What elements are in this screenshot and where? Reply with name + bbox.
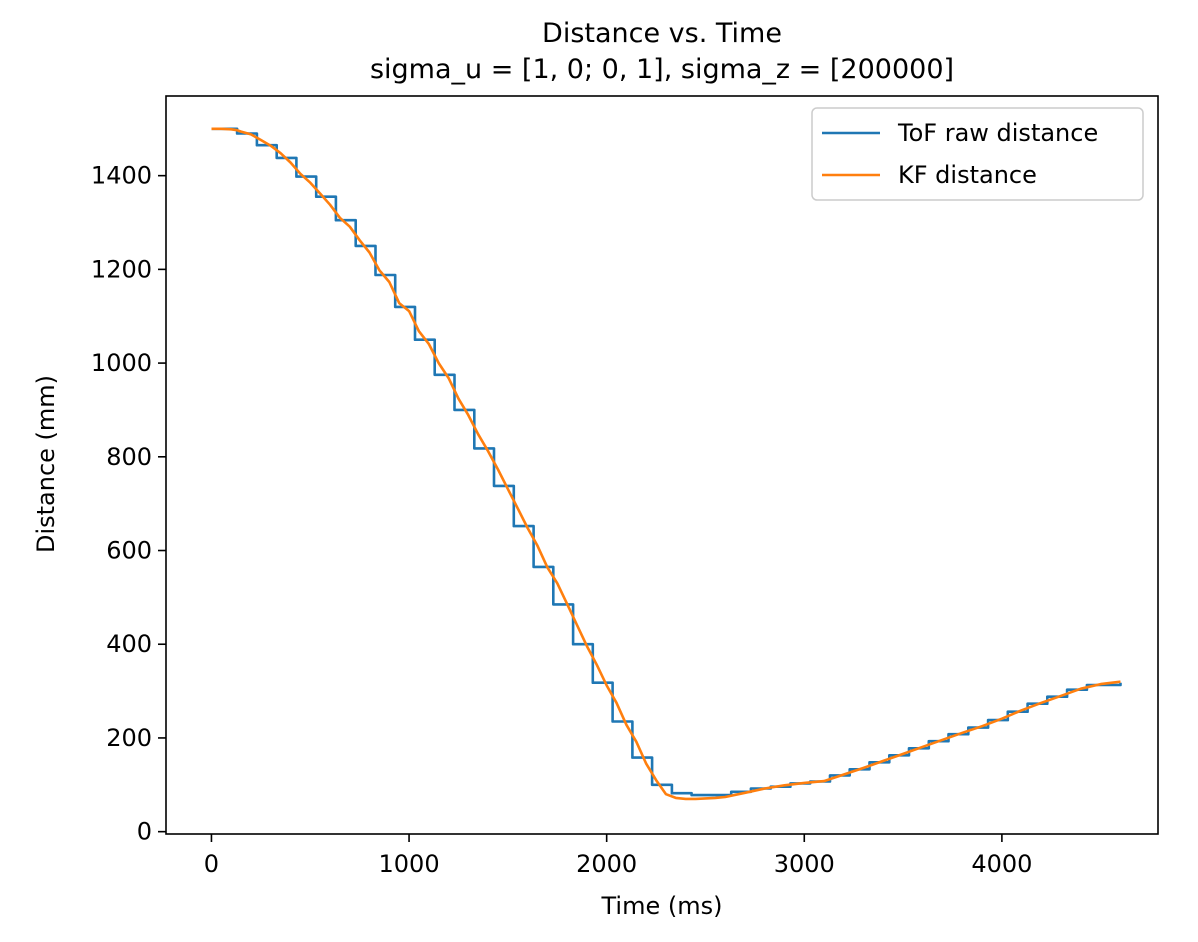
y-tick-label: 1000 <box>91 349 152 377</box>
y-tick-label: 600 <box>106 537 152 565</box>
series-line-1 <box>211 127 1121 801</box>
y-tick-label: 1200 <box>91 255 152 283</box>
legend-label-0: ToF raw distance <box>897 119 1098 147</box>
y-tick-label: 200 <box>106 724 152 752</box>
y-tick-label: 1400 <box>91 162 152 190</box>
axes-frame <box>165 95 1159 835</box>
plot-lines <box>211 127 1122 801</box>
x-tick-label: 4000 <box>971 850 1032 878</box>
x-tick-label: 0 <box>204 850 219 878</box>
legend-box <box>811 107 1144 201</box>
y-axis-label: Distance (mm) <box>32 375 60 553</box>
y-tick-label: 800 <box>106 443 152 471</box>
x-axis-ticks: 0 1000 2000 3000 4000 <box>204 834 1032 878</box>
y-tick-label: 400 <box>106 630 152 658</box>
series-line-0 <box>211 127 1122 797</box>
x-axis-label: Time (ms) <box>601 892 723 920</box>
legend-label-1: KF distance <box>898 161 1037 189</box>
x-tick-label: 3000 <box>774 850 835 878</box>
legend: ToF raw distance KF distance <box>811 107 1144 201</box>
y-tick-label: 0 <box>137 818 152 846</box>
chart-title: Distance vs. Time <box>542 18 782 49</box>
chart-subtitle: sigma_u = [1, 0; 0, 1], sigma_z = [20000… <box>370 54 954 85</box>
x-tick-label: 1000 <box>379 850 440 878</box>
y-axis-ticks: 0 200 400 600 800 1000 1200 1400 <box>91 162 166 846</box>
x-tick-label: 2000 <box>576 850 637 878</box>
